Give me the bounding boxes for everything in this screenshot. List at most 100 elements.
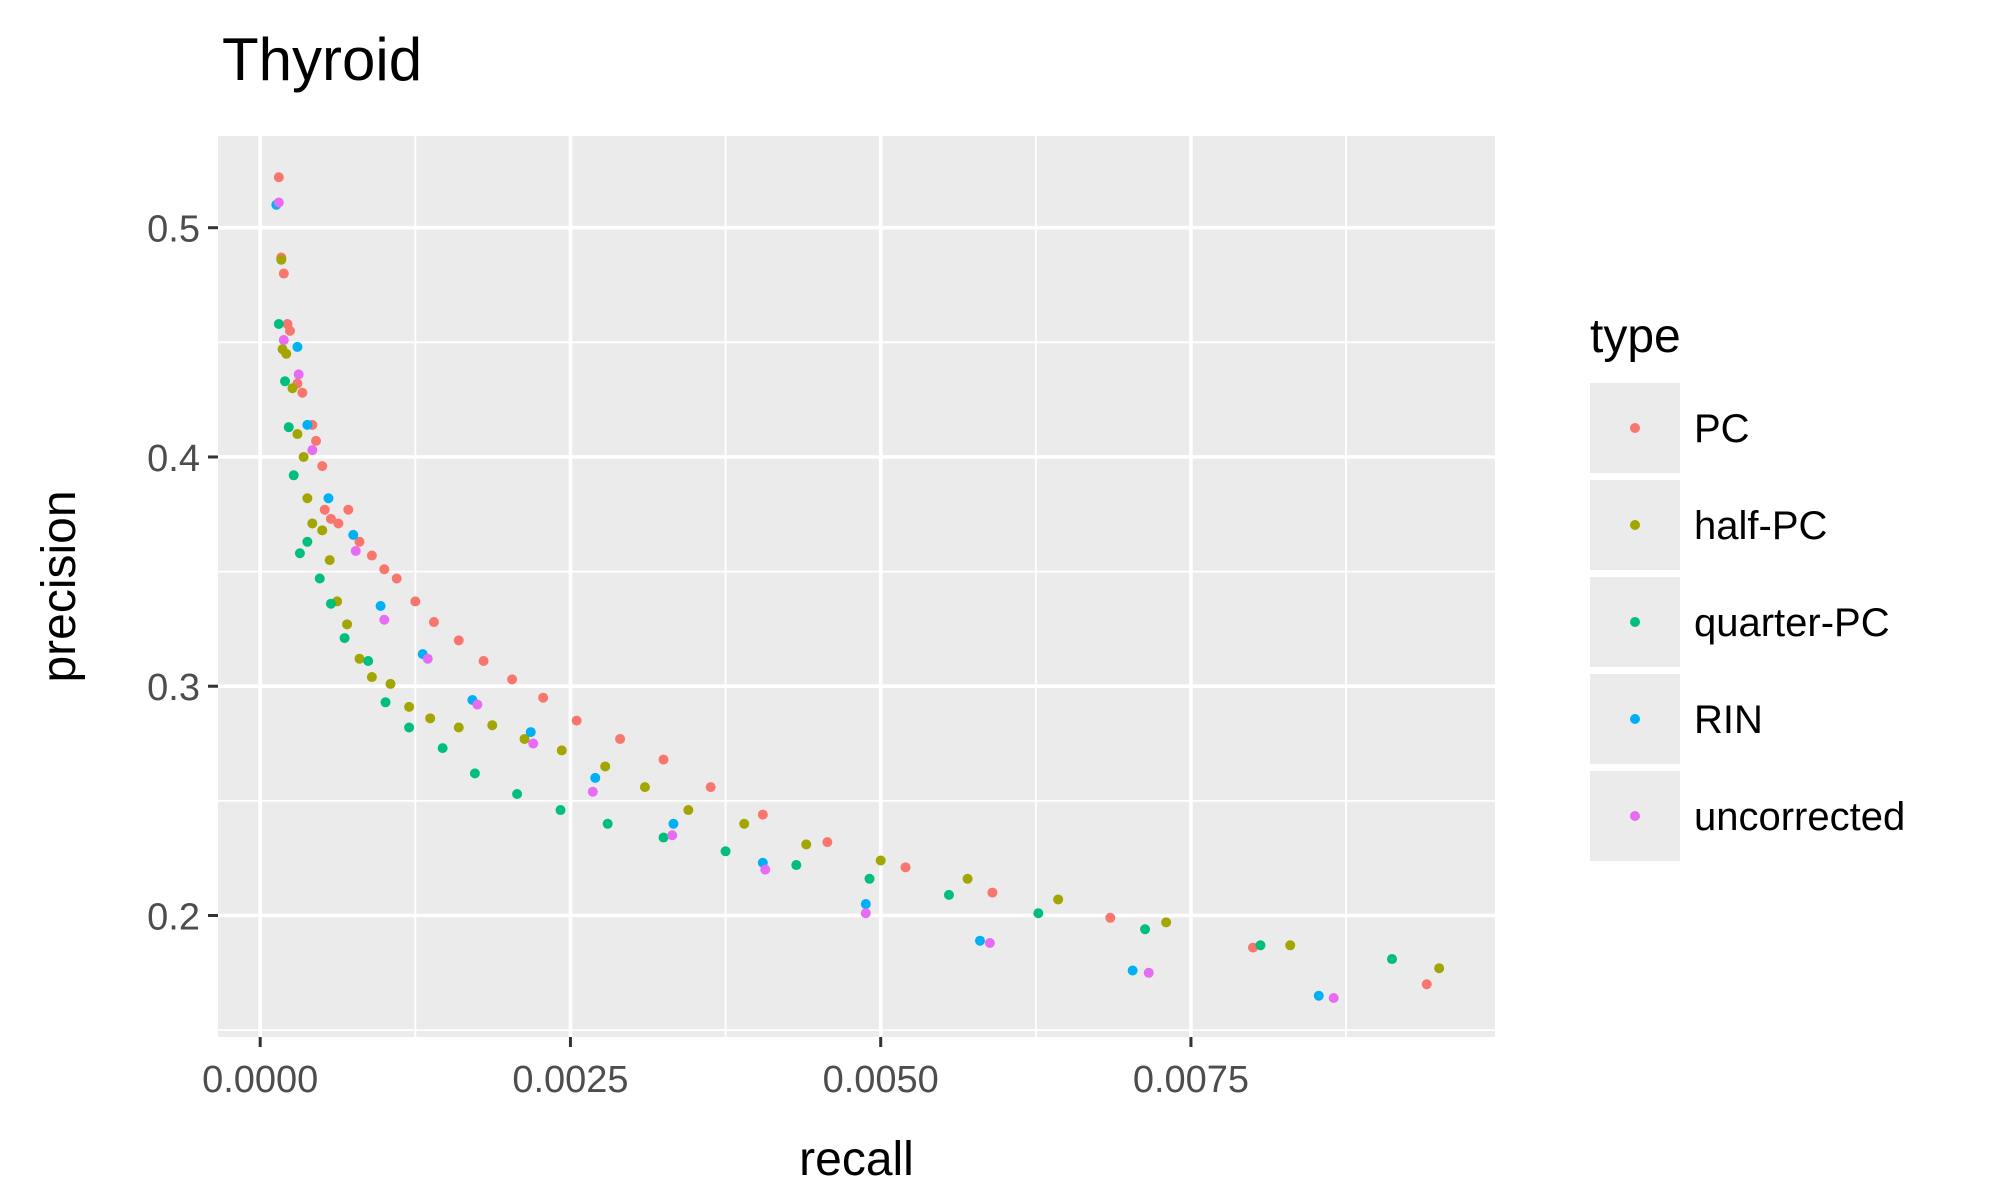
point-quarter-pc xyxy=(280,376,291,387)
legend-key-dot xyxy=(1630,617,1640,627)
plot-panel xyxy=(218,136,1495,1037)
point-rin xyxy=(974,935,985,946)
point-half-pc xyxy=(962,873,973,884)
point-half-pc xyxy=(739,818,750,829)
point-quarter-pc xyxy=(1033,908,1044,919)
point-pc xyxy=(284,325,295,336)
point-uncorrected xyxy=(760,864,771,875)
point-uncorrected xyxy=(422,653,433,664)
point-quarter-pc xyxy=(294,548,305,559)
legend-label: quarter-PC xyxy=(1694,601,1890,645)
point-half-pc xyxy=(875,855,886,866)
point-uncorrected xyxy=(293,369,304,380)
point-quarter-pc xyxy=(1140,924,1151,935)
point-uncorrected xyxy=(273,197,284,208)
legend-key-dot xyxy=(1630,714,1640,724)
point-uncorrected xyxy=(472,699,483,710)
point-half-pc xyxy=(1434,963,1445,974)
point-half-pc xyxy=(324,555,335,566)
point-pc xyxy=(478,656,489,667)
point-pc xyxy=(757,809,768,820)
point-quarter-pc xyxy=(1386,954,1397,965)
point-uncorrected xyxy=(587,786,598,797)
point-uncorrected xyxy=(528,738,539,749)
point-pc xyxy=(453,635,464,646)
point-half-pc xyxy=(556,745,567,756)
point-pc xyxy=(343,504,354,515)
point-rin xyxy=(668,818,679,829)
point-pc xyxy=(319,504,330,515)
point-pc xyxy=(987,887,998,898)
point-half-pc xyxy=(1053,894,1064,905)
point-quarter-pc xyxy=(555,805,566,816)
y-tick-label: 0.2 xyxy=(147,896,200,938)
y-axis: 0.2 0.3 0.4 0.5 xyxy=(147,209,218,938)
point-half-pc xyxy=(317,525,328,536)
point-pc xyxy=(410,596,421,607)
point-half-pc xyxy=(366,672,377,683)
point-half-pc xyxy=(1161,917,1172,928)
point-quarter-pc xyxy=(720,846,731,857)
point-half-pc xyxy=(1285,940,1296,951)
point-half-pc xyxy=(425,713,436,724)
legend-key-dot xyxy=(1630,811,1640,821)
point-pc xyxy=(900,862,911,873)
point-pc xyxy=(278,268,289,279)
point-rin xyxy=(860,899,871,910)
point-half-pc xyxy=(801,839,812,850)
point-pc xyxy=(507,674,518,685)
point-rin xyxy=(302,419,313,430)
point-pc xyxy=(571,715,582,726)
point-half-pc xyxy=(487,720,498,731)
x-tick-label: 0.0050 xyxy=(823,1059,939,1101)
point-rin xyxy=(292,341,303,352)
x-tick-label: 0.0025 xyxy=(512,1059,628,1101)
point-pc xyxy=(822,837,833,848)
point-rin xyxy=(1127,965,1138,976)
legend-label: uncorrected xyxy=(1694,795,1905,839)
point-half-pc xyxy=(519,733,530,744)
point-quarter-pc xyxy=(339,633,350,644)
y-tick-label: 0.3 xyxy=(147,667,200,709)
data-points xyxy=(271,172,1445,1004)
point-quarter-pc xyxy=(273,318,284,329)
y-axis-title: precision xyxy=(33,490,86,682)
point-pc xyxy=(379,564,390,575)
point-quarter-pc xyxy=(602,818,613,829)
point-rin xyxy=(525,727,536,738)
point-uncorrected xyxy=(278,335,289,346)
point-pc xyxy=(366,550,377,561)
point-half-pc xyxy=(600,761,611,772)
point-pc xyxy=(615,733,626,744)
point-pc xyxy=(658,754,669,765)
point-half-pc xyxy=(292,429,303,440)
point-pc xyxy=(705,782,716,793)
point-half-pc xyxy=(639,782,650,793)
point-quarter-pc xyxy=(864,873,875,884)
point-half-pc xyxy=(307,518,318,529)
point-pc xyxy=(273,172,284,183)
point-pc xyxy=(325,513,336,524)
point-quarter-pc xyxy=(283,422,294,433)
point-uncorrected xyxy=(984,938,995,949)
point-quarter-pc xyxy=(404,722,415,733)
legend-label: PC xyxy=(1694,407,1750,451)
point-half-pc xyxy=(404,701,415,712)
point-rin xyxy=(1313,990,1324,1001)
point-rin xyxy=(375,600,386,611)
point-rin xyxy=(323,493,334,504)
legend-key-dot xyxy=(1630,423,1640,433)
point-quarter-pc xyxy=(288,470,299,481)
point-half-pc xyxy=(385,678,396,689)
point-quarter-pc xyxy=(325,598,336,609)
point-uncorrected xyxy=(667,830,678,841)
point-half-pc xyxy=(287,383,298,394)
point-half-pc xyxy=(453,722,464,733)
point-half-pc xyxy=(342,619,353,630)
chart-title: Thyroid xyxy=(222,26,422,93)
point-quarter-pc xyxy=(1255,940,1266,951)
legend-title: type xyxy=(1590,310,1681,363)
point-rin xyxy=(348,529,359,540)
point-half-pc xyxy=(281,348,292,359)
